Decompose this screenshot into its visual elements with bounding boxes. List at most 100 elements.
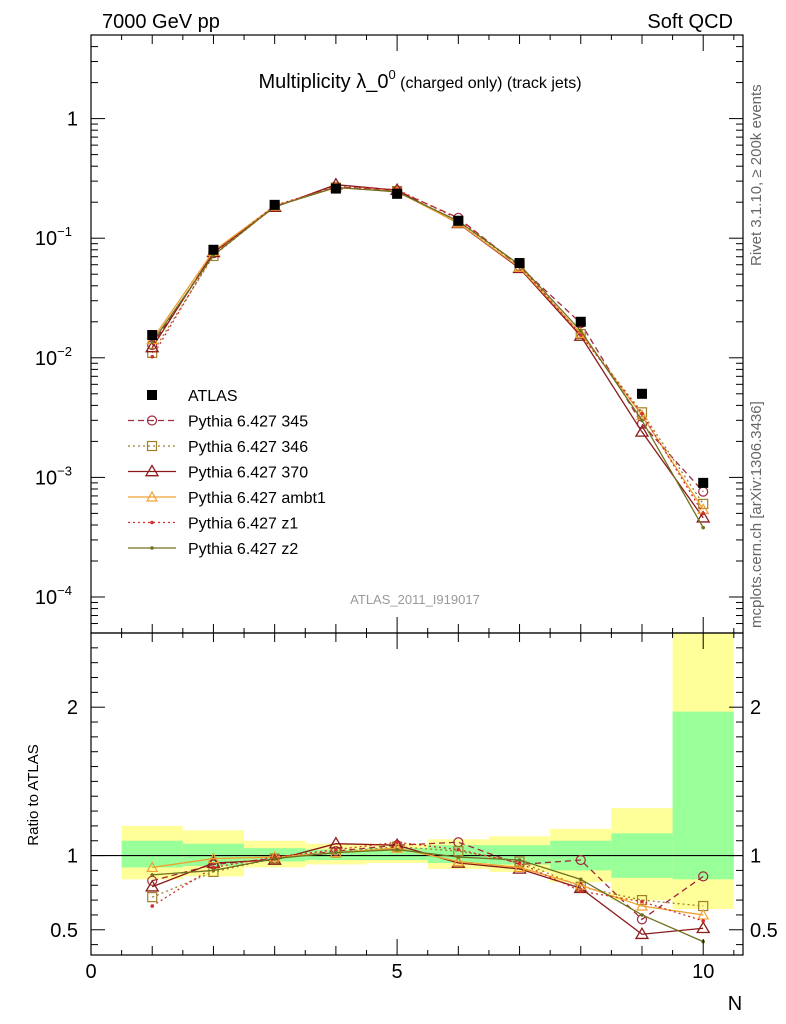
series-line-pythia-6.427-z2	[151, 186, 704, 528]
series-point	[578, 333, 583, 337]
ratio-point	[334, 847, 338, 852]
legend-label: Pythia 6.427 z2	[188, 541, 298, 558]
legend-marker	[144, 464, 160, 477]
series-point	[150, 354, 155, 359]
ratio-y-tick-label-right: 1	[750, 846, 761, 868]
ratio-series-layer	[145, 836, 711, 944]
header-left: 7000 GeV pp	[102, 11, 220, 33]
plot-title: Multiplicity λ_00 (charged only) (track …	[258, 67, 581, 93]
ratio-point	[456, 847, 461, 852]
ratio-point	[150, 904, 155, 908]
ratio-point	[452, 855, 465, 867]
ratio-line-pythia-6.427-z2	[152, 848, 704, 943]
data-point	[147, 330, 158, 341]
ratio-frame	[90, 632, 744, 956]
ratio-point	[517, 858, 522, 862]
ratio-point	[334, 850, 338, 855]
ratio-point	[701, 919, 706, 923]
ratio-point	[395, 847, 399, 852]
x-tick-label: 10	[692, 961, 714, 983]
legend-marker	[147, 390, 157, 400]
data-point	[514, 258, 525, 269]
ratio-point	[574, 879, 587, 890]
ratio-point	[636, 894, 648, 906]
data-point	[698, 477, 709, 488]
ratio-point	[211, 865, 216, 870]
legend-marker	[150, 546, 154, 550]
legend-marker	[146, 440, 158, 452]
y-tick-label: 10−2	[35, 344, 72, 370]
ratio-y-tick-label: 1	[67, 846, 78, 868]
ratio-line-pythia-6.427-370	[151, 843, 704, 935]
plot-title-suffix: (charged only) (track jets)	[396, 75, 582, 92]
series-point	[634, 424, 650, 437]
plot-title-main: Multiplicity λ_0	[258, 71, 388, 93]
ratio-band-inner	[366, 848, 428, 861]
legend: ATLAS Pythia 6.427 345 Pythia 6.427 346 Pyt…	[128, 388, 326, 558]
ratio-point	[578, 877, 583, 882]
ratio-point	[147, 892, 158, 903]
rivet-label: Rivet 3.1.10, ≥ 200k events	[748, 84, 765, 266]
legend-marker	[145, 490, 159, 502]
ratio-point	[634, 926, 650, 940]
ratio-uncertainty-bands	[91, 633, 743, 909]
series-point	[696, 510, 711, 523]
main-series-layer	[145, 177, 711, 530]
data-point	[208, 244, 219, 255]
analysis-watermark: ATLAS_2011_I919017	[350, 592, 480, 607]
ratio-point	[635, 899, 649, 911]
legend-label: Pythia 6.427 z1	[188, 516, 298, 533]
plot-title-sup: 0	[388, 67, 395, 82]
y-tick-label: 10−1	[35, 224, 72, 250]
ratio-y-axis-label: Ratio to ATLAS	[25, 744, 42, 845]
ratio-point	[697, 908, 710, 920]
series-point	[145, 340, 160, 353]
ratio-y-tick-label: 2	[67, 697, 78, 719]
ratio-point	[207, 852, 220, 864]
ratio-y-tick-label-right: 0.5	[750, 920, 778, 942]
data-point	[392, 188, 403, 199]
series-point	[701, 511, 706, 516]
series-point	[636, 407, 648, 418]
x-tick-label: 0	[85, 961, 96, 983]
ratio-y-tick-label-right: 2	[750, 697, 761, 719]
ratio-point	[696, 921, 711, 934]
x-tick-label: 5	[392, 961, 403, 983]
legend-marker	[146, 415, 158, 426]
ratio-point	[150, 873, 155, 877]
legend-label: ATLAS	[188, 388, 238, 405]
ratio-point	[578, 889, 583, 893]
legend-label: Pythia 6.427 345	[188, 414, 308, 431]
ratio-band-inner	[672, 711, 734, 880]
axes-layer: 1 10−1 10−2 10−3 10−4 2 2 1 1 0.5 0.5 0 5 10	[35, 34, 778, 983]
ratio-point	[698, 871, 709, 882]
ratio-line-pythia-6.427-ambt1	[152, 847, 704, 916]
series-point	[701, 525, 706, 530]
y-tick-label: 10−4	[35, 583, 72, 609]
ratio-y-tick-label: 0.5	[50, 920, 78, 942]
ratio-point	[640, 913, 644, 917]
data-point	[269, 199, 280, 210]
ratio-point	[575, 854, 586, 866]
y-tick-label: 10−3	[35, 463, 72, 489]
ratio-point	[456, 855, 461, 859]
series-point	[640, 412, 644, 416]
header-right: Soft QCD	[647, 11, 733, 33]
ratio-point	[640, 899, 644, 904]
y-tick-label: 1	[67, 109, 78, 131]
series-point	[578, 329, 583, 333]
ratio-point	[146, 861, 159, 873]
mcplots-label: mcplots.cern.ch [arXiv:1306.3436]	[748, 401, 765, 628]
ratio-point	[395, 840, 399, 845]
ratio-point	[268, 850, 281, 862]
legend-marker	[150, 520, 154, 525]
series-point	[574, 327, 587, 338]
legend-label: Pythia 6.427 ambt1	[188, 490, 326, 507]
legend-label: Pythia 6.427 370	[188, 465, 308, 482]
ratio-point	[391, 841, 404, 853]
data-point	[575, 316, 586, 327]
series-line-pythia-6.427-z1	[151, 185, 704, 514]
data-point	[330, 183, 341, 194]
ratio-point	[145, 879, 160, 892]
